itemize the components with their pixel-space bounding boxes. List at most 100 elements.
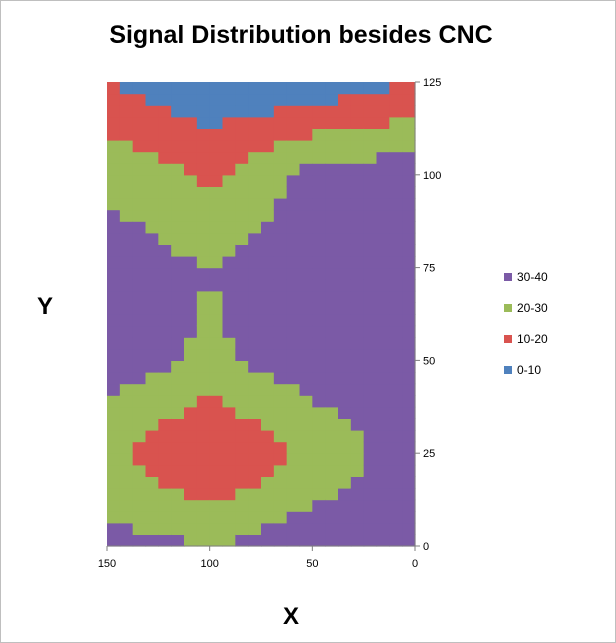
surface-cell <box>286 82 301 95</box>
surface-cell <box>145 163 159 176</box>
surface-cell <box>119 406 134 419</box>
surface-cell <box>312 534 326 547</box>
surface-cell <box>312 198 326 211</box>
surface-cell <box>196 372 211 385</box>
surface-cell <box>389 325 403 338</box>
surface-cell <box>248 290 262 303</box>
surface-cell <box>350 290 365 303</box>
surface-cell <box>338 302 352 315</box>
surface-cell <box>145 464 159 477</box>
surface-cell <box>402 163 416 176</box>
surface-cell <box>145 372 159 385</box>
surface-cell <box>273 348 288 361</box>
surface-cell <box>402 140 416 153</box>
surface-cell <box>261 128 275 141</box>
surface-cell <box>184 348 198 361</box>
surface-cell <box>107 128 121 141</box>
surface-cell <box>273 105 288 118</box>
legend-swatch <box>504 334 512 343</box>
surface-cell <box>312 499 326 512</box>
surface-cell <box>196 522 211 535</box>
surface-cell <box>171 302 185 315</box>
surface-cell <box>325 174 339 187</box>
surface-cell <box>376 499 390 512</box>
surface-cell <box>222 348 236 361</box>
surface-cell <box>376 209 390 222</box>
surface-cell <box>222 325 236 338</box>
surface-cell <box>389 418 403 431</box>
surface-cell <box>145 453 159 466</box>
surface-cell <box>132 198 147 211</box>
surface-cell <box>376 163 390 176</box>
surface-cell <box>107 406 121 419</box>
surface-cell <box>402 116 416 129</box>
surface-cell <box>235 82 249 95</box>
surface-cell <box>312 302 326 315</box>
surface-cell <box>402 232 416 245</box>
surface-cell <box>222 128 236 141</box>
surface-cell <box>235 140 249 153</box>
surface-cell <box>235 174 249 187</box>
surface-cell <box>338 476 352 489</box>
surface-cell <box>273 314 288 327</box>
surface-cell <box>389 82 403 95</box>
surface-cell <box>325 464 339 477</box>
surface-cell <box>273 267 288 280</box>
surface-cell <box>235 534 249 547</box>
surface-cell <box>184 464 198 477</box>
surface-cell <box>171 209 185 222</box>
surface-cell <box>132 534 147 547</box>
surface-cell <box>158 325 172 338</box>
surface-cell <box>119 128 134 141</box>
surface-cell <box>350 186 365 199</box>
surface-cell <box>209 314 224 327</box>
surface-cell <box>196 151 211 164</box>
surface-cell <box>350 360 365 373</box>
surface-cell <box>376 140 390 153</box>
surface-cell <box>248 534 262 547</box>
surface-cell <box>286 221 301 234</box>
surface-cell <box>171 290 185 303</box>
surface-cell <box>389 522 403 535</box>
surface-cell <box>389 128 403 141</box>
surface-cell <box>376 151 390 164</box>
surface-cell <box>286 256 301 269</box>
surface-cell <box>248 441 262 454</box>
surface-cell <box>132 140 147 153</box>
surface-cell <box>286 383 301 396</box>
surface-cell <box>299 522 313 535</box>
surface-cell <box>312 186 326 199</box>
surface-cell <box>363 279 378 292</box>
surface-cell <box>312 314 326 327</box>
surface-cell <box>196 105 211 118</box>
surface-cell <box>145 93 159 106</box>
surface-cell <box>209 488 224 501</box>
surface-cell <box>107 488 121 501</box>
surface-cell <box>196 406 211 419</box>
surface-cell <box>312 325 326 338</box>
surface-cell <box>158 406 172 419</box>
surface-cell <box>132 209 147 222</box>
surface-cell <box>119 174 134 187</box>
surface-cell <box>209 105 224 118</box>
surface-cell <box>350 256 365 269</box>
surface-cell <box>145 267 159 280</box>
surface-cell <box>107 464 121 477</box>
surface-cell <box>248 279 262 292</box>
surface-cell <box>145 244 159 257</box>
surface-cell <box>376 383 390 396</box>
surface-cell <box>107 105 121 118</box>
surface-cell <box>312 93 326 106</box>
legend-item: 0-10 <box>504 354 548 385</box>
surface-cell <box>196 534 211 547</box>
surface-cell <box>261 453 275 466</box>
surface-cell <box>286 395 301 408</box>
surface-cell <box>402 360 416 373</box>
surface-cell <box>363 140 378 153</box>
surface-cell <box>312 476 326 489</box>
surface-cell <box>376 441 390 454</box>
surface-cell <box>132 314 147 327</box>
surface-cell <box>312 244 326 257</box>
surface-cell <box>299 163 313 176</box>
surface-cell <box>235 267 249 280</box>
